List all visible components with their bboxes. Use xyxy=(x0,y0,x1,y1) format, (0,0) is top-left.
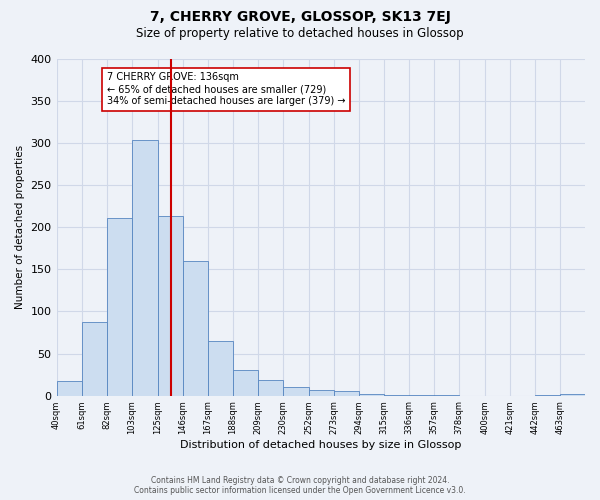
Bar xyxy=(384,394,409,396)
Bar xyxy=(56,382,82,396)
X-axis label: Distribution of detached houses by size in Glossop: Distribution of detached houses by size … xyxy=(180,440,461,450)
Bar xyxy=(359,394,384,396)
Bar xyxy=(82,322,107,396)
Bar xyxy=(560,394,585,396)
Text: 7, CHERRY GROVE, GLOSSOP, SK13 7EJ: 7, CHERRY GROVE, GLOSSOP, SK13 7EJ xyxy=(149,10,451,24)
Bar xyxy=(233,370,257,396)
Bar xyxy=(409,394,434,396)
Bar xyxy=(535,394,560,396)
Bar xyxy=(334,392,359,396)
Bar xyxy=(183,261,208,396)
Bar xyxy=(131,140,158,396)
Y-axis label: Number of detached properties: Number of detached properties xyxy=(15,145,25,310)
Bar xyxy=(283,387,309,396)
Bar xyxy=(208,341,233,396)
Bar xyxy=(257,380,283,396)
Text: Size of property relative to detached houses in Glossop: Size of property relative to detached ho… xyxy=(136,28,464,40)
Bar xyxy=(434,394,459,396)
Text: Contains HM Land Registry data © Crown copyright and database right 2024.
Contai: Contains HM Land Registry data © Crown c… xyxy=(134,476,466,495)
Text: 7 CHERRY GROVE: 136sqm
← 65% of detached houses are smaller (729)
34% of semi-de: 7 CHERRY GROVE: 136sqm ← 65% of detached… xyxy=(107,72,345,106)
Bar xyxy=(158,216,183,396)
Bar xyxy=(309,390,334,396)
Bar xyxy=(107,218,131,396)
